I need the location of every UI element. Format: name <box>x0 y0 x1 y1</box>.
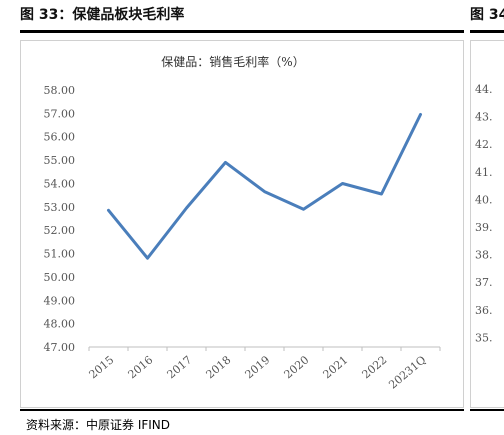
y-tick-label-right: 36. <box>475 304 493 317</box>
source-rule-right <box>470 409 504 411</box>
data-point <box>107 209 110 212</box>
partial-chart: 44. 43. 42. 41. 40. 39. 38. 37. 36. 35. <box>475 83 493 344</box>
chart-panel: 保健品：销售毛利率（%） 47.00 48.00 49.00 50.00 51.00 52… <box>20 40 464 408</box>
y-tick-label-right: 43. <box>475 111 493 124</box>
figure-title-right: 图 34 <box>470 7 504 23</box>
x-tick-label: 2022 <box>360 353 390 381</box>
title-rule <box>20 30 464 33</box>
x-tick-label: 2016 <box>126 353 156 381</box>
data-point <box>380 193 383 195</box>
y-tick-label: 48.00 <box>44 318 76 331</box>
y-tick-label-right: 38. <box>475 249 493 262</box>
title-rule-right <box>470 30 504 33</box>
y-tick-label-right: 37. <box>475 276 493 289</box>
y-tick-label: 53.00 <box>44 201 76 214</box>
y-tick-label-right: 35. <box>475 331 493 344</box>
data-point <box>302 208 305 211</box>
y-tick-label-right: 41. <box>475 166 493 179</box>
data-point <box>185 207 188 209</box>
y-tick-label-right: 42. <box>475 138 493 151</box>
y-tick-label: 56.00 <box>44 131 76 144</box>
x-tick-label: 20231Q <box>386 353 428 391</box>
source-rule <box>20 409 464 411</box>
y-tick-label: 51.00 <box>44 248 76 261</box>
y-tick-label: 54.00 <box>44 177 76 190</box>
data-point <box>146 257 149 260</box>
data-point <box>263 190 266 193</box>
x-tick-label: 2021 <box>321 353 351 381</box>
x-tick-label: 2015 <box>87 353 117 381</box>
line-chart: 保健品：销售毛利率（%） 47.00 48.00 49.00 50.00 51.00 52… <box>44 54 441 392</box>
y-tick-label: 58.00 <box>44 84 76 97</box>
y-tick-label: 49.00 <box>44 294 76 307</box>
y-tick-label: 55.00 <box>44 154 76 167</box>
data-point <box>419 113 422 116</box>
y-tick-label-right: 40. <box>475 193 493 206</box>
y-tick-label: 47.00 <box>44 341 76 354</box>
x-tick-label: 2018 <box>204 353 234 381</box>
figure-title: 图 33：保健品板块毛利率 <box>20 7 185 23</box>
x-tick-label: 2017 <box>165 353 195 381</box>
x-tick-label: 2020 <box>282 353 312 381</box>
y-tick-label: 50.00 <box>44 271 76 284</box>
y-tick-label: 57.00 <box>44 107 76 120</box>
y-tick-label-right: 39. <box>475 221 493 234</box>
y-tick-label: 52.00 <box>44 224 76 237</box>
source-note: 资料来源：中原证券 IFIND <box>26 418 171 432</box>
data-point <box>341 182 344 185</box>
x-tick-label: 2019 <box>243 353 273 381</box>
y-tick-label-right: 44. <box>475 83 493 96</box>
data-point <box>224 161 227 164</box>
chart-title: 保健品：销售毛利率（%） <box>161 54 304 69</box>
chart-panel-right: 44. 43. 42. 41. 40. 39. 38. 37. 36. 35. <box>470 40 504 408</box>
series-line <box>107 113 422 260</box>
